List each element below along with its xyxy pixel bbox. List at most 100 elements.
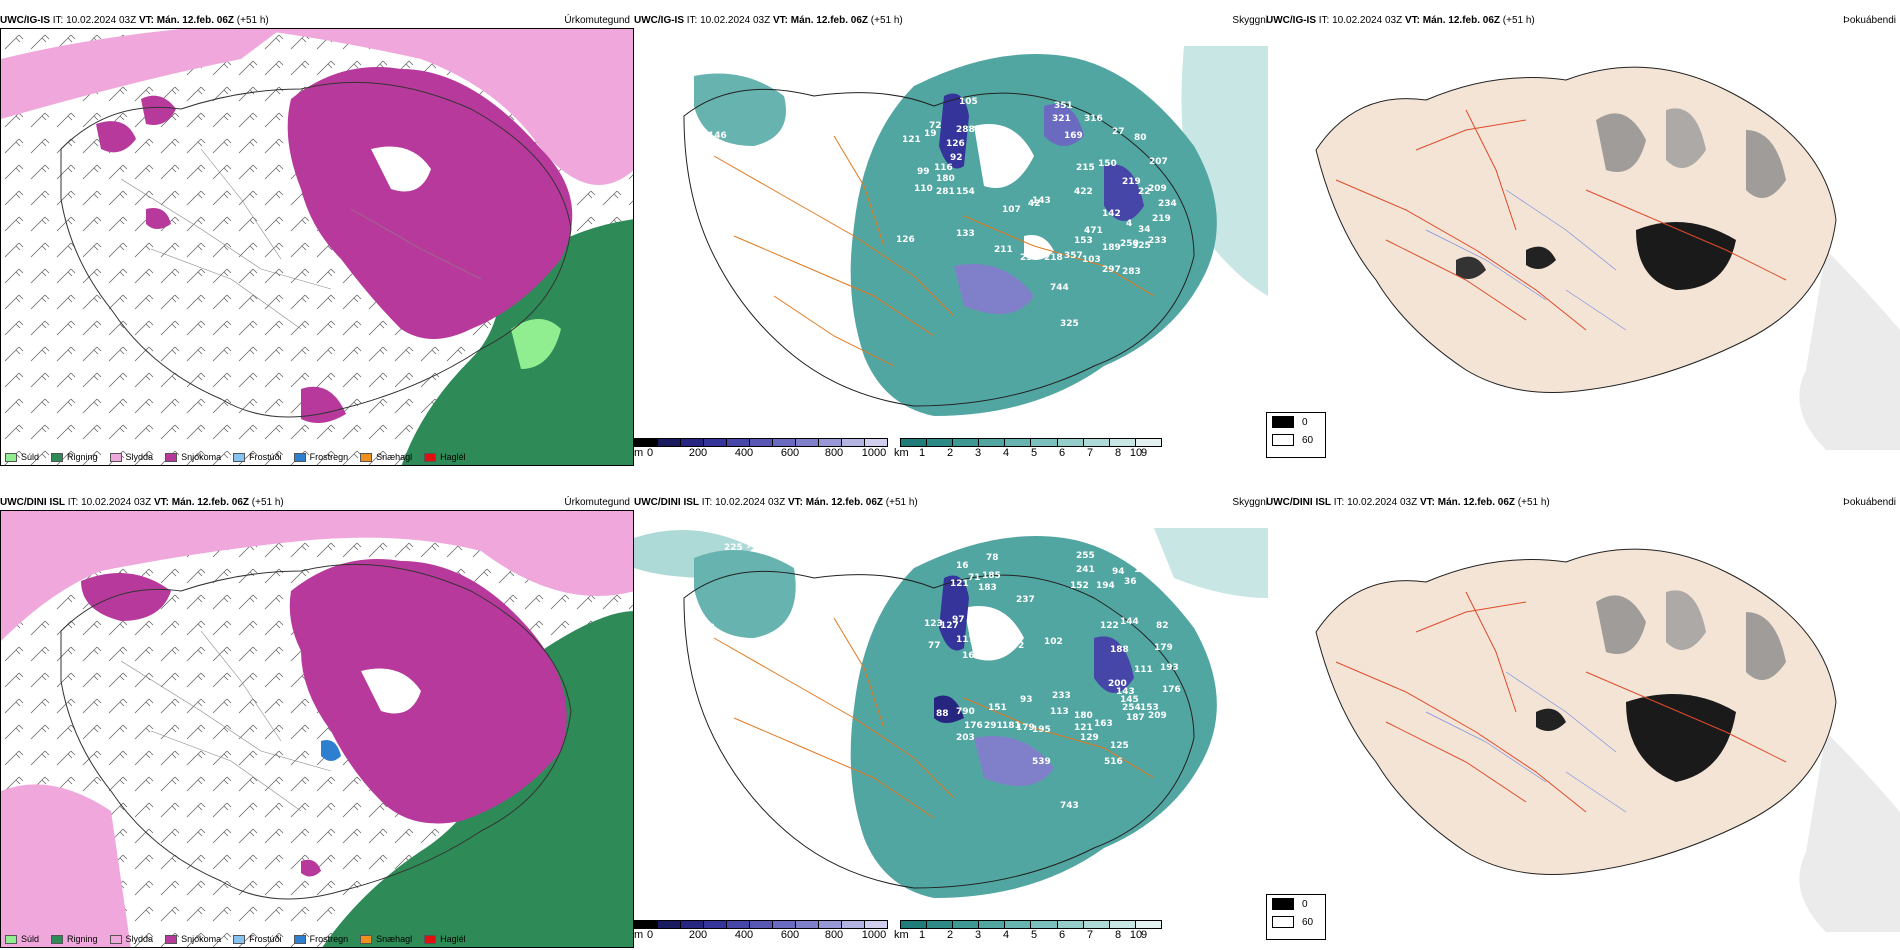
fog-map-top — [1315, 66, 1900, 450]
it-value: 10.02.2024 03Z — [66, 15, 137, 26]
cloud-value: 113 — [1050, 707, 1069, 717]
fog-value: 60 — [1302, 916, 1314, 928]
vt-label: VT: — [1419, 497, 1435, 508]
cloud-value: 179 — [1154, 643, 1173, 653]
cloud-value: 225 — [724, 543, 743, 553]
cloud-value: 178 — [1134, 565, 1153, 575]
scale-unit: km — [894, 447, 909, 459]
panel-title: Skyggni — [1232, 15, 1268, 26]
cloud-value: 233 — [1148, 236, 1167, 246]
cloud-value: 211 — [994, 245, 1013, 255]
fog-key-row: 0 — [1267, 895, 1325, 913]
cloud-value: 181 — [1002, 721, 1021, 731]
scale-unit: m — [634, 447, 644, 459]
model-name: UWC/DINI ISL — [634, 497, 699, 508]
legend-label: Frostregn — [309, 452, 349, 462]
fog-key-top: 0 60 — [1266, 412, 1326, 458]
legend-item-rain: Rigning — [51, 934, 98, 944]
cloud-value: 790 — [956, 707, 975, 717]
cloud-value: 103 — [1082, 255, 1101, 265]
cloud-value: 153 — [1140, 703, 1159, 713]
scale-tick: 1 — [918, 929, 926, 941]
panel-header: UWC/DINI ISL IT: 10.02.2024 03Z VT: Mán.… — [634, 496, 918, 510]
cloud-value: 188 — [1110, 645, 1129, 655]
cloud-value: 111 — [1134, 665, 1153, 675]
fog-swatch — [1272, 916, 1294, 928]
legend-swatch — [233, 934, 246, 944]
vt-value: Mán. 12.feb. 06Z — [805, 497, 883, 508]
visibility-scale: km 1 2 3 4 5 6 7 8 9 10 — [894, 438, 1162, 461]
cloud-value: 133 — [956, 229, 975, 239]
cloud-value: 22 — [1138, 187, 1151, 197]
legend-swatch — [109, 934, 122, 944]
fog-key-bottom: 0 60 — [1266, 894, 1326, 940]
legend-swatch — [293, 452, 306, 462]
cloud-value: 126 — [896, 235, 915, 245]
precip-map-top — [1, 29, 633, 465]
scale-tick: 0 — [646, 447, 654, 459]
cloud-value: 183 — [978, 583, 997, 593]
cloud-value: 539 — [1032, 757, 1051, 767]
legend-label: Frostúði — [249, 934, 282, 944]
cloud-value: 233 — [1052, 691, 1071, 701]
cloud-value: 291 — [984, 721, 1003, 731]
cloud-value: 121 — [902, 135, 921, 145]
legend-swatch — [360, 452, 373, 462]
it-label: IT: — [686, 15, 698, 26]
cloud-value: 219 — [1152, 214, 1171, 224]
legend-item-sulfur: Súld — [5, 934, 39, 944]
cloud-value: 143 — [1116, 687, 1135, 697]
legend-label: Rigning — [67, 452, 98, 462]
panel-title: Skyggni — [1232, 497, 1268, 508]
cloud-value: 92 — [950, 153, 963, 163]
cloud-value: 288 — [956, 125, 975, 135]
cloud-value: 126 — [946, 139, 965, 149]
panel-header: UWC/IG-IS IT: 10.02.2024 03Z VT: Mán. 12… — [0, 14, 269, 28]
scale-tick: 2 — [946, 447, 954, 459]
legend-item-hail: Haglél — [424, 452, 466, 462]
cloud-value: 255 — [1076, 551, 1095, 561]
cloud-value: 142 — [1102, 209, 1121, 219]
cloud-value: 19 — [924, 129, 937, 139]
cloud-value: 194 — [1096, 581, 1115, 591]
precip-panel-top: UWC/IG-IS IT: 10.02.2024 03Z VT: Mán. 12… — [0, 14, 634, 466]
legend-swatch — [424, 934, 437, 944]
ceiling-scale: m 0 200 400 600 800 1000 — [634, 920, 888, 943]
cloud-map-top: 105 351 321 316 288 27 72 169 46 80 121 … — [683, 46, 1268, 416]
cloud-value: 72 — [929, 121, 942, 131]
scale-tick: 8 — [1114, 447, 1122, 459]
legend-swatch — [5, 934, 17, 944]
vt-label: VT: — [787, 497, 803, 508]
cloud-value: 99 — [972, 607, 985, 617]
legend-swatch — [5, 452, 17, 462]
cloud-value: 237 — [1016, 595, 1035, 605]
legend-label: Haglél — [440, 452, 466, 462]
scale-tick: 1000 — [861, 447, 887, 459]
ceiling-ticks: m 0 200 400 600 800 1000 — [634, 929, 888, 943]
legend-label: Rigning — [67, 934, 98, 944]
cloud-value: 200 — [1108, 679, 1127, 689]
lead-time: (+51 h) — [1502, 15, 1535, 26]
panel-header: UWC/DINI ISL IT: 10.02.2024 03Z VT: Mán.… — [1266, 496, 1550, 510]
panel-title: Úrkomutegund — [564, 497, 630, 508]
scale-tick: 3 — [974, 929, 982, 941]
fog-panel-top: UWC/IG-IS IT: 10.02.2024 03Z VT: Mán. 12… — [1266, 14, 1900, 466]
fog-swatch — [1272, 416, 1294, 428]
vt-value: Mán. 12.feb. 06Z — [171, 497, 249, 508]
lead-time: (+51 h) — [870, 15, 903, 26]
cloud-value: 153 — [1074, 236, 1093, 246]
cloud-value: 46 — [1004, 140, 1017, 150]
cloud-value: 325 — [1132, 241, 1151, 251]
legend-swatch — [360, 934, 373, 944]
legend-item-snow-pellets: Snæhagl — [360, 934, 412, 944]
scale-tick: 9 — [1140, 447, 1148, 459]
cloud-value: 110 — [914, 184, 933, 194]
cloud-value: 105 — [959, 97, 978, 107]
legend-label: Snæhagl — [376, 934, 413, 944]
scale-tick: 7 — [1086, 929, 1094, 941]
cloud-value: 743 — [1060, 801, 1079, 811]
model-name: UWC/IG-IS — [1266, 15, 1316, 26]
precip-legend: Súld Rigning Slydda Snjókoma Frostúði Fr… — [5, 449, 478, 465]
cloud-value: 97 — [952, 615, 965, 625]
scale-tick: 10 — [1129, 447, 1143, 459]
